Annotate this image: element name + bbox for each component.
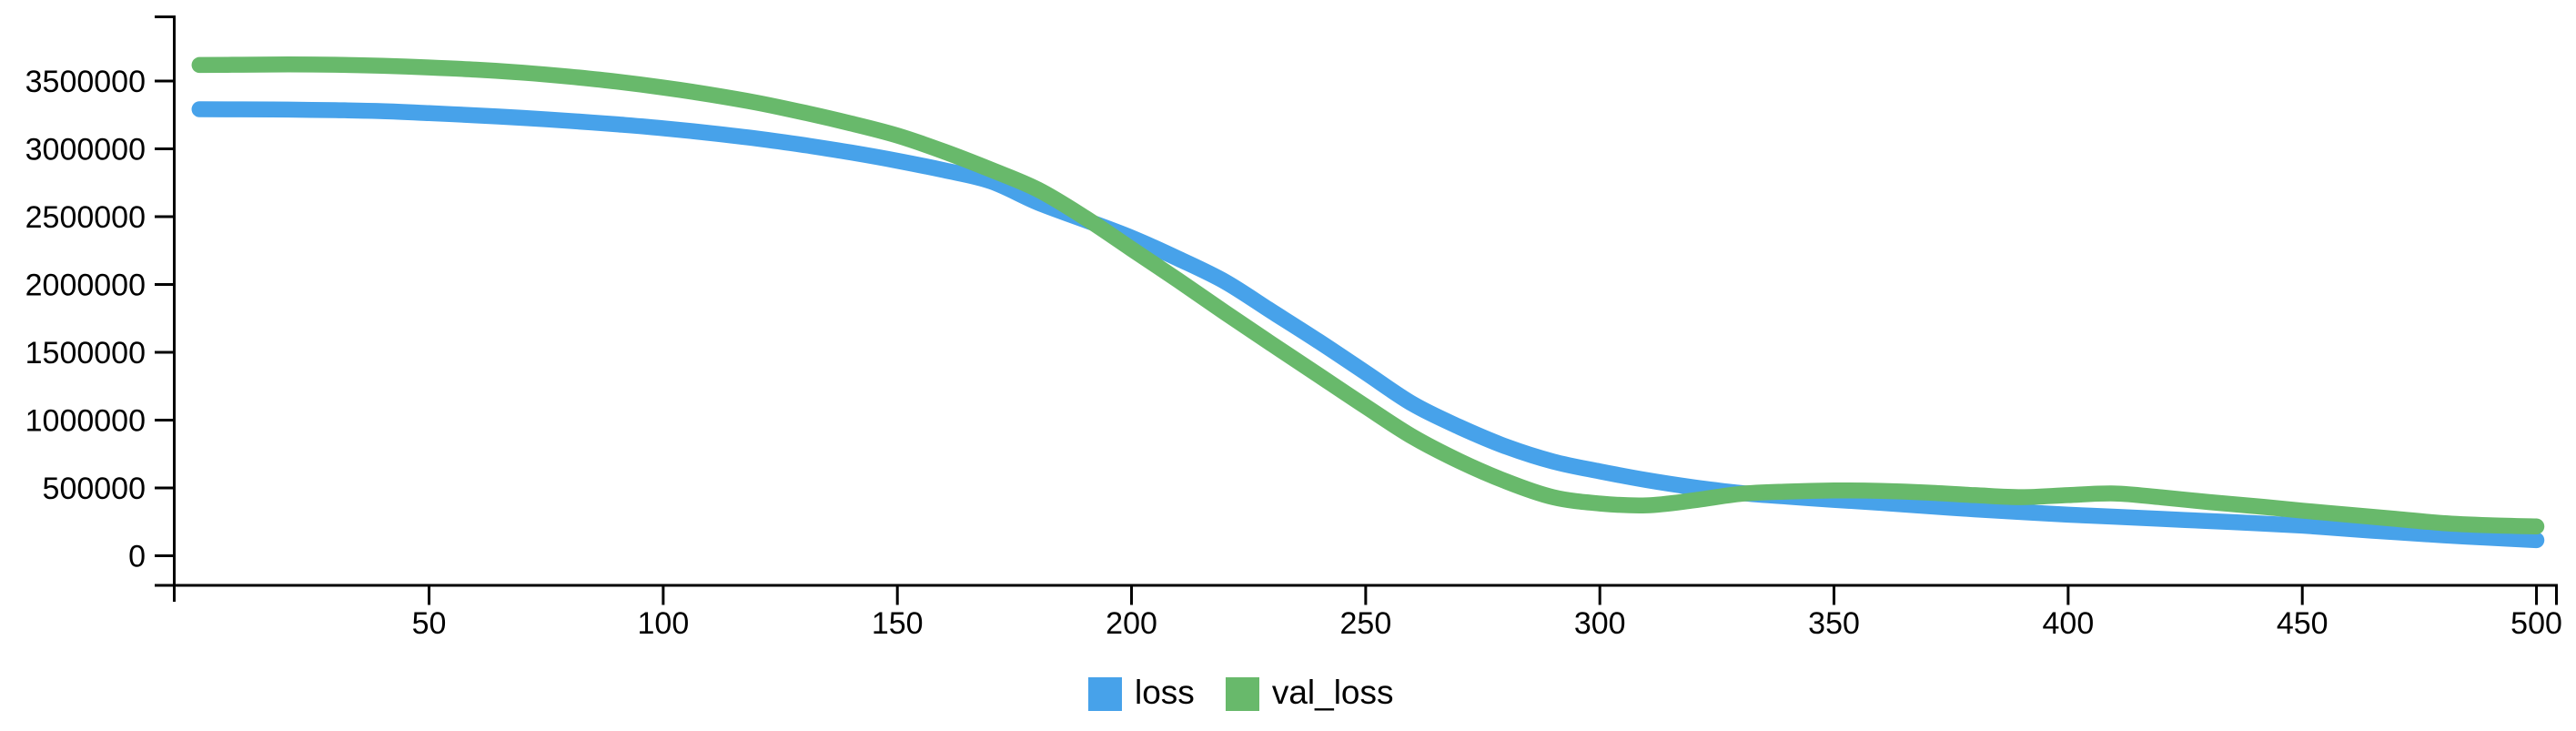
- y-tick-label: 3000000: [25, 133, 146, 168]
- val-loss-color-swatch: [1225, 677, 1259, 711]
- x-tick-label: 250: [1340, 606, 1392, 641]
- loss-color-swatch: [1088, 677, 1122, 711]
- x-tick-label: 150: [872, 606, 924, 641]
- x-tick-label: 450: [2277, 606, 2329, 641]
- y-tick-label: 1000000: [25, 404, 146, 439]
- x-tick-label: 200: [1106, 606, 1157, 641]
- y-tick-label: 0: [128, 540, 146, 574]
- x-tick-label: 350: [1808, 606, 1860, 641]
- y-tick-label: 2000000: [25, 269, 146, 303]
- loss-series-line: [191, 101, 2545, 549]
- series-lines: [191, 56, 2545, 549]
- loss-legend-label: loss: [1135, 674, 1195, 711]
- x-tick-label: 400: [2043, 606, 2095, 641]
- x-tick-label: 100: [638, 606, 690, 641]
- legend: loss val_loss: [1088, 675, 1394, 713]
- legend-item-loss: loss: [1088, 675, 1195, 713]
- y-tick-label: 3500000: [25, 65, 146, 99]
- axes: [155, 15, 2558, 605]
- x-tick-label: 500: [2510, 606, 2562, 641]
- y-tick-label: 2500000: [25, 200, 146, 235]
- x-tick-label: 300: [1574, 606, 1626, 641]
- tick-labels: 0 500000 1000000 1500000 2000000 2500000 30000…: [25, 65, 2562, 641]
- val-loss-legend-label: val_loss: [1271, 674, 1394, 711]
- x-tick-label: 50: [412, 606, 447, 641]
- val_loss-series-line: [191, 56, 2545, 535]
- legend-item-val-loss: val_loss: [1225, 674, 1394, 713]
- y-tick-label: 500000: [43, 472, 146, 506]
- y-tick-label: 1500000: [25, 336, 146, 371]
